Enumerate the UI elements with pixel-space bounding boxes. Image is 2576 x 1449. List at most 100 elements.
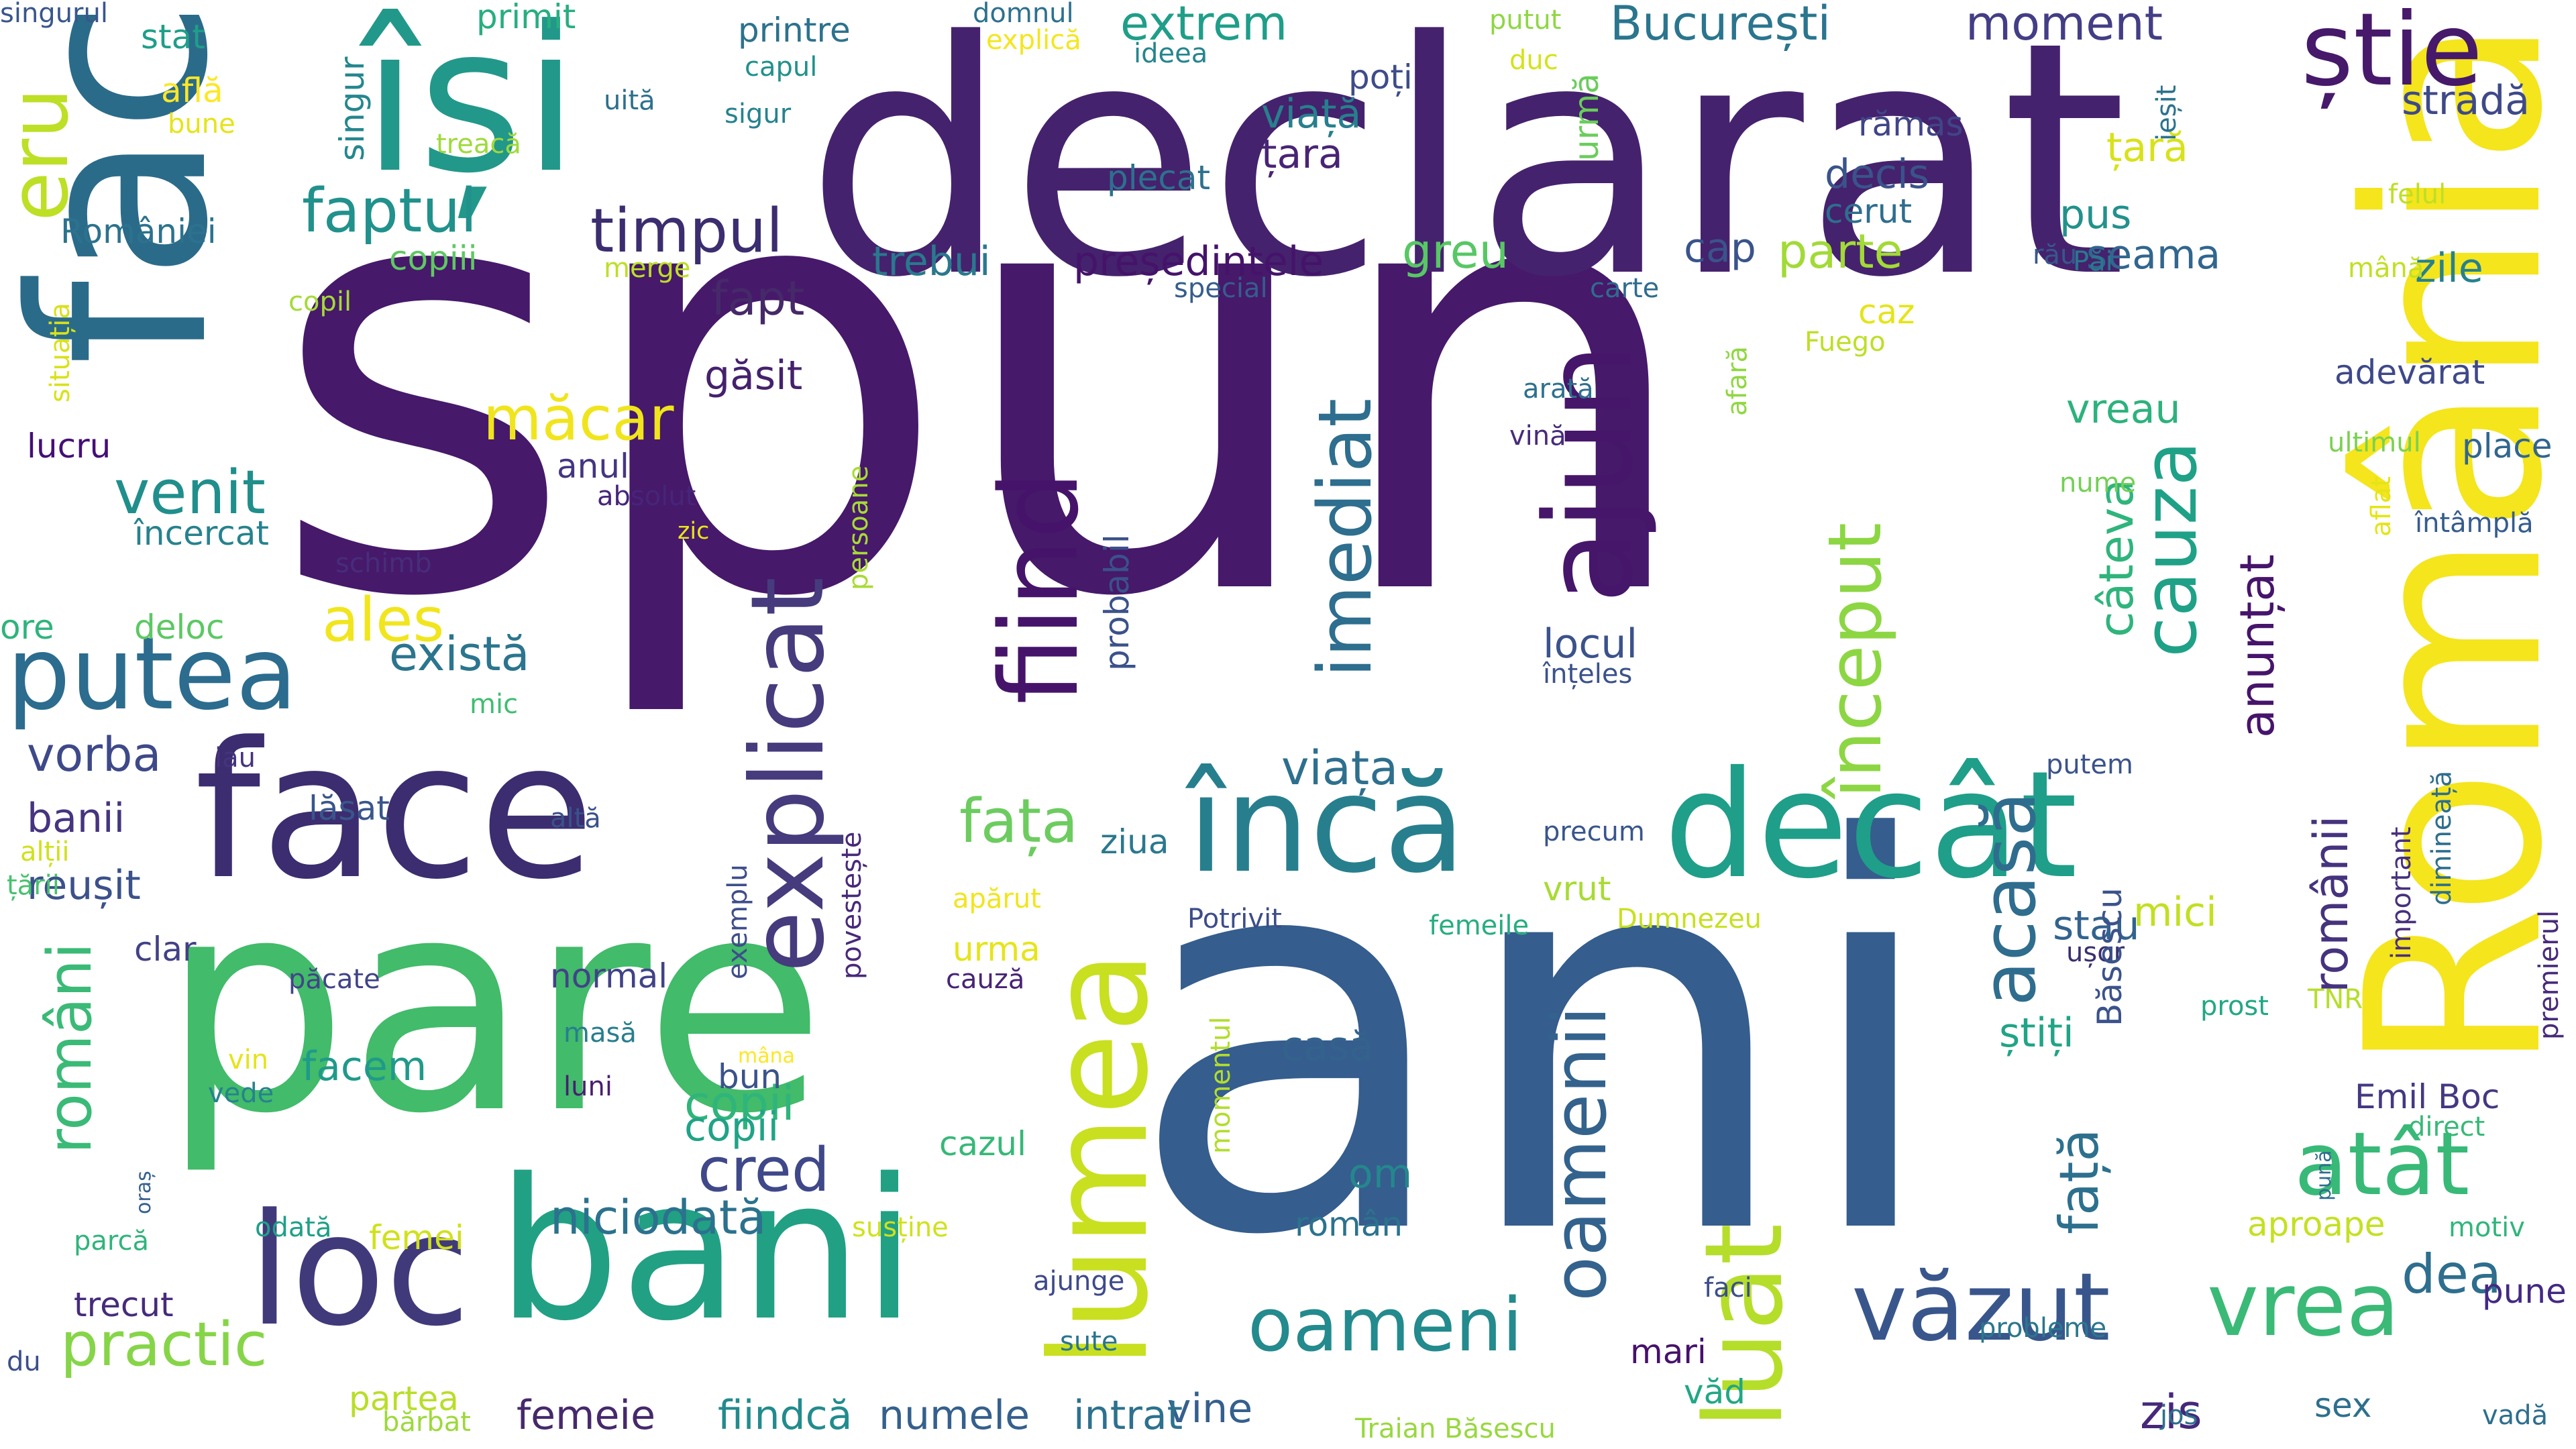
cloud-word: președintele bbox=[1073, 238, 1324, 285]
cloud-word: Păi bbox=[2073, 246, 2113, 277]
cloud-word: poți bbox=[1348, 58, 1413, 97]
cloud-word: vine bbox=[1167, 1385, 1253, 1432]
cloud-word: intrat bbox=[1073, 1392, 1183, 1439]
cloud-word: își bbox=[362, 0, 579, 217]
cloud-word: văd bbox=[1684, 1373, 1746, 1411]
cloud-word: eru bbox=[0, 87, 87, 221]
cloud-word: ales bbox=[322, 585, 445, 655]
cloud-word: pare bbox=[161, 835, 826, 1178]
cloud-word: carte bbox=[1590, 273, 1660, 304]
cloud-word: printre bbox=[738, 11, 851, 50]
cloud-word: fața bbox=[959, 786, 1079, 857]
cloud-word: exemplu bbox=[722, 864, 753, 979]
cloud-word: moment bbox=[1966, 0, 2163, 51]
cloud-word: Emil Boc bbox=[2355, 1077, 2500, 1116]
cloud-word: putut bbox=[1489, 5, 1562, 36]
cloud-word: bani bbox=[496, 1138, 917, 1364]
cloud-word: motiv bbox=[2449, 1212, 2525, 1243]
cloud-word: dea bbox=[2402, 1243, 2502, 1305]
cloud-word: singurul bbox=[0, 0, 108, 29]
cloud-word: României bbox=[60, 212, 217, 251]
cloud-word: zic bbox=[678, 518, 710, 545]
cloud-word: sex bbox=[2314, 1386, 2372, 1425]
cloud-word: urma bbox=[953, 930, 1040, 969]
cloud-word: zis bbox=[2140, 1385, 2202, 1440]
cloud-word: premierul bbox=[2534, 910, 2565, 1040]
cloud-word: face bbox=[195, 702, 595, 921]
cloud-word: cerut bbox=[1825, 192, 1913, 231]
cloud-word: știe bbox=[2301, 0, 2483, 109]
cloud-word: putem bbox=[2046, 749, 2133, 780]
cloud-word: găsit bbox=[704, 352, 803, 399]
cloud-word: vin bbox=[228, 1044, 269, 1075]
cloud-word: fiind bbox=[977, 470, 1102, 704]
cloud-word: situația bbox=[45, 303, 76, 402]
cloud-word: pus bbox=[2059, 191, 2132, 238]
cloud-word: imediat bbox=[1302, 398, 1388, 678]
cloud-word: direct bbox=[2408, 1112, 2485, 1142]
cloud-word: oamenii bbox=[1537, 1006, 1623, 1301]
cloud-word: urmă bbox=[1567, 73, 1606, 161]
cloud-word: Potrivit bbox=[1187, 904, 1282, 934]
cloud-word: ideea bbox=[1134, 38, 1208, 69]
cloud-word: duc bbox=[1509, 45, 1558, 76]
cloud-word: femeile bbox=[1429, 910, 1529, 941]
cloud-word: vrea bbox=[2207, 1254, 2400, 1356]
cloud-word: treacă bbox=[436, 129, 521, 160]
cloud-word: sute bbox=[1060, 1326, 1118, 1357]
cloud-word: pună bbox=[2312, 1150, 2336, 1201]
cloud-word: vrut bbox=[1543, 869, 1611, 908]
cloud-word: mari bbox=[1630, 1332, 1707, 1371]
cloud-word: venit bbox=[114, 458, 266, 528]
cloud-word: parte bbox=[1778, 224, 1903, 279]
cloud-word: pune bbox=[2482, 1272, 2567, 1311]
cloud-word: anul bbox=[557, 447, 629, 486]
cloud-word: nume bbox=[2059, 468, 2137, 498]
cloud-word: prost bbox=[2200, 991, 2269, 1022]
cloud-word: Dumnezeu bbox=[1617, 904, 1762, 934]
cloud-word: locul bbox=[1543, 621, 1638, 667]
cloud-word: adevărat bbox=[2334, 353, 2485, 392]
cloud-word: stradă bbox=[2402, 77, 2530, 124]
cloud-word: deloc bbox=[134, 608, 225, 647]
cloud-word: aflat bbox=[2366, 476, 2397, 537]
cloud-word: viață bbox=[1261, 91, 1362, 138]
cloud-word: vorba bbox=[27, 727, 162, 782]
cloud-word: altă bbox=[550, 803, 601, 834]
cloud-word: măcar bbox=[483, 384, 674, 454]
cloud-word: ajunge bbox=[1033, 1266, 1125, 1297]
cloud-word: faci bbox=[1704, 1273, 1752, 1303]
cloud-word: există bbox=[389, 627, 530, 682]
cloud-word: spun bbox=[268, 38, 1699, 726]
cloud-word: special bbox=[1174, 273, 1268, 304]
cloud-word: parcă bbox=[74, 1226, 149, 1256]
cloud-word: caz bbox=[1858, 292, 1915, 331]
cloud-word: atât bbox=[2294, 1113, 2470, 1215]
cloud-word: bărbat bbox=[382, 1407, 471, 1438]
cloud-word: masă bbox=[564, 1018, 637, 1049]
cloud-word: zile bbox=[2415, 245, 2483, 292]
cloud-word: luni bbox=[564, 1071, 612, 1102]
cloud-word: văzut bbox=[1851, 1253, 2110, 1362]
cloud-word: rămas bbox=[1858, 105, 1964, 144]
cloud-word: declarat bbox=[805, 0, 2128, 348]
cloud-word: putea bbox=[7, 616, 298, 733]
cloud-word: țării bbox=[7, 870, 60, 901]
cloud-word: femeie bbox=[517, 1392, 655, 1439]
cloud-word: Băsescu bbox=[2090, 888, 2129, 1026]
cloud-word: dimineață bbox=[2426, 770, 2457, 906]
cloud-word: numele bbox=[879, 1392, 1030, 1439]
cloud-word: ultimul bbox=[2328, 427, 2421, 458]
cloud-word: apărut bbox=[953, 883, 1041, 914]
cloud-word: femei bbox=[369, 1218, 464, 1257]
cloud-word: ore bbox=[0, 608, 54, 647]
cloud-word: TNR bbox=[2308, 984, 2363, 1015]
cloud-word: lumea bbox=[1022, 951, 1178, 1368]
cloud-word: oameni bbox=[1248, 1282, 1523, 1368]
cloud-word: sigur bbox=[724, 99, 792, 129]
cloud-word: probabil bbox=[1097, 534, 1136, 671]
cloud-word: aproape bbox=[2247, 1205, 2385, 1244]
cloud-word: primit bbox=[476, 0, 576, 36]
cloud-word: încă bbox=[1187, 747, 1466, 903]
